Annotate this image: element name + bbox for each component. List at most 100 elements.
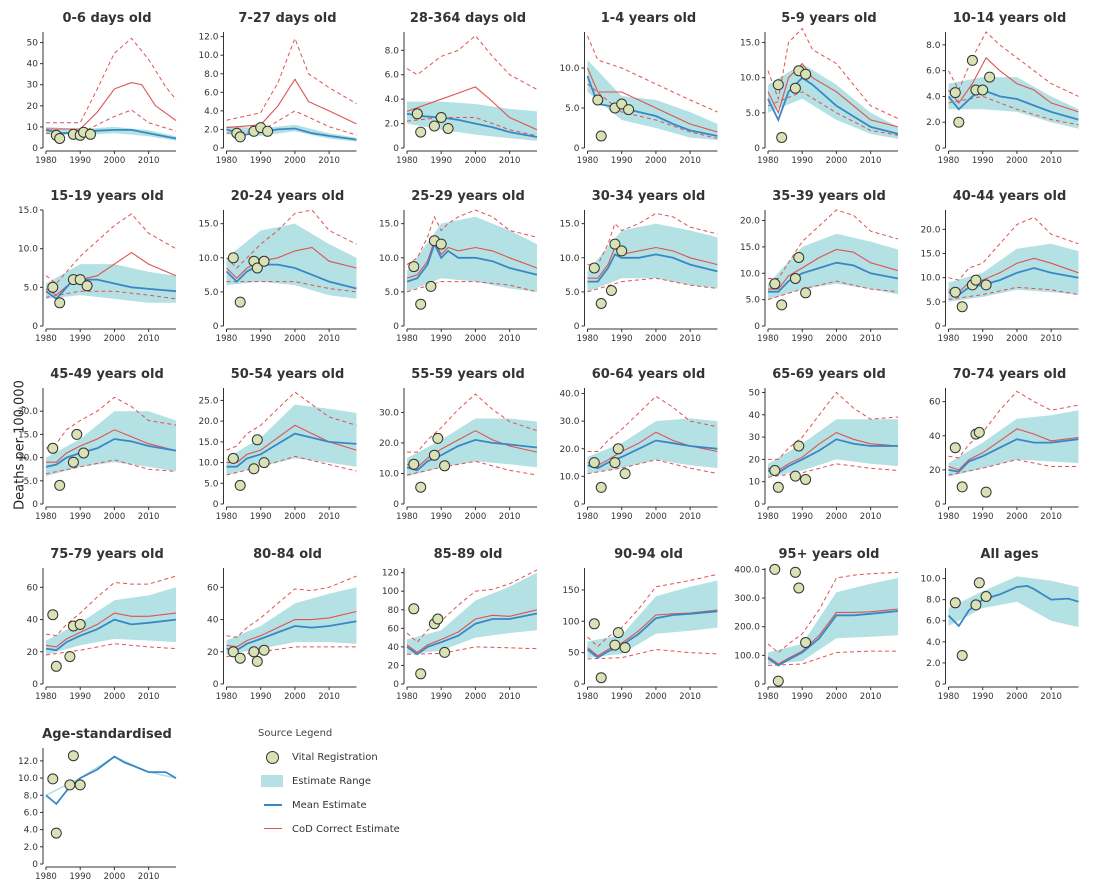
y-tick-label: 100	[382, 587, 399, 597]
x-tick-label: 2000	[826, 156, 848, 166]
cod-lower-line	[767, 650, 898, 666]
y-tick-label: 50	[749, 388, 761, 398]
y-tick-label: 0	[935, 322, 941, 332]
y-tick-label: 10	[749, 478, 761, 488]
cod-correct-line	[226, 246, 357, 279]
y-tick-label: 20	[27, 102, 39, 112]
panel: 55-59 years old 0 10.0 20.0 30.0 1980 1990 2000…	[379, 367, 538, 522]
y-tick-label: 0	[935, 500, 941, 510]
y-tick-label: 2.0	[926, 659, 941, 669]
estimate-range-band	[587, 223, 718, 292]
x-tick-label: 2000	[284, 692, 306, 702]
vital-registration-point	[227, 452, 239, 464]
mean-estimate-line	[948, 438, 1079, 473]
mean-estimate-line	[768, 261, 899, 293]
vital-registration-point	[415, 126, 427, 138]
vital-registration-point	[595, 130, 607, 142]
cod-upper-line	[587, 573, 718, 648]
vital-registration-point	[588, 262, 600, 274]
estimate-range-band	[768, 233, 898, 300]
mean-estimate-line	[45, 278, 177, 301]
y-tick-label: 0	[32, 860, 38, 870]
legend-item-estimate-range: Estimate Range	[258, 769, 400, 793]
x-tick-label: 1980	[757, 692, 779, 702]
vital-registration-point	[956, 481, 968, 493]
vital-registration-point	[442, 123, 454, 134]
y-tick-label: 60	[388, 624, 400, 634]
y-tick-label: 30	[27, 81, 39, 91]
vital-registration-point	[234, 652, 246, 664]
vital-registration-point	[949, 286, 961, 298]
mean-estimate-line	[947, 89, 1079, 121]
panel-title: 70-74 years old	[953, 367, 1067, 382]
y-tick-label: 25.0	[198, 396, 218, 406]
panel-title: 80-84 old	[253, 547, 322, 562]
x-tick-label: 2000	[104, 334, 126, 344]
panel-title: 30-34 years old	[592, 189, 706, 204]
cod-upper-line	[226, 209, 357, 269]
vital-registration-point	[595, 672, 607, 684]
cod-upper-line	[226, 575, 357, 638]
mean-estimate-line	[225, 263, 357, 290]
vital-registration-point	[67, 750, 79, 762]
x-tick-label: 2000	[284, 334, 306, 344]
y-tick-label: 8.0	[24, 791, 39, 801]
vital-registration-point	[612, 443, 624, 455]
y-tick-label: 0	[213, 680, 219, 690]
panel: 50-54 years old 0 5.0 10.0 15.0 20.0 25.0 1980 1…	[198, 367, 357, 522]
y-tick-label: 0	[574, 144, 580, 154]
panel-title: 0-6 days old	[62, 11, 151, 26]
mean-estimate-line	[45, 129, 177, 140]
cod-lower-line	[45, 459, 177, 475]
panel-title: 60-64 years old	[592, 367, 706, 382]
x-tick-label: 2010	[138, 512, 160, 522]
cod-upper-line	[226, 391, 357, 451]
y-tick-label: 15.0	[198, 438, 218, 448]
y-tick-label: 20.0	[559, 445, 579, 455]
panel: 35-39 years old 0 5.0 10.0 15.0 20.0 1980 1990 2…	[740, 189, 899, 344]
y-tick-label: 6.0	[926, 67, 941, 77]
y-tick-label: 15.0	[18, 206, 38, 216]
vital-registration-point	[619, 642, 631, 654]
x-tick-label: 2000	[1006, 692, 1028, 702]
y-tick-label: 30	[749, 433, 761, 443]
y-tick-label: 15.0	[559, 220, 579, 230]
panel: 90-94 old 0 50 100 150 1980 1990 2000 2010	[562, 547, 718, 702]
x-tick-label: 1990	[250, 156, 272, 166]
y-tick-label: 10.0	[198, 51, 218, 61]
y-tick-label: 0	[574, 500, 580, 510]
vital-registration-point	[64, 779, 76, 791]
vital-registration-point	[973, 426, 985, 438]
vital-registration-point	[262, 125, 274, 137]
panel-title: 5-9 years old	[781, 11, 876, 26]
vital-registration-point	[234, 479, 246, 491]
y-tick-label: 8.0	[926, 596, 941, 606]
x-tick-label: 1980	[938, 156, 960, 166]
vital-registration-point	[776, 299, 788, 311]
source-legend: Source Legend Vital Registration Estimat…	[258, 728, 400, 841]
cod-correct-line	[948, 257, 1079, 293]
estimate-range-band	[587, 418, 718, 474]
y-tick-label: 0	[935, 680, 941, 690]
vital-registration-point	[47, 773, 59, 785]
x-tick-label: 2000	[465, 334, 487, 344]
y-tick-label: 0	[213, 500, 219, 510]
x-tick-label: 2000	[1006, 334, 1028, 344]
y-tick-label: 15.0	[740, 39, 760, 49]
vital-registration-point	[85, 128, 96, 140]
mean-estimate-line	[226, 127, 357, 141]
cod-lower-line	[587, 648, 718, 660]
x-tick-label: 1980	[216, 692, 238, 702]
vital-registration-point	[980, 591, 992, 602]
vital-registration-point	[772, 481, 784, 493]
vital-registration-point	[439, 460, 451, 472]
vital-registration-point	[588, 457, 600, 469]
panel: 15-19 years old 0 5.0 10.0 15.0 1980 1990 2000 2…	[18, 189, 177, 344]
vital-registration-point	[428, 449, 440, 461]
y-tick-label: 0	[935, 144, 941, 154]
panel-title: All ages	[980, 547, 1038, 562]
y-tick-label: 40	[388, 643, 400, 653]
x-tick-label: 1980	[938, 692, 960, 702]
y-tick-label: 20.0	[198, 417, 218, 427]
y-tick-label: 0	[574, 322, 580, 332]
